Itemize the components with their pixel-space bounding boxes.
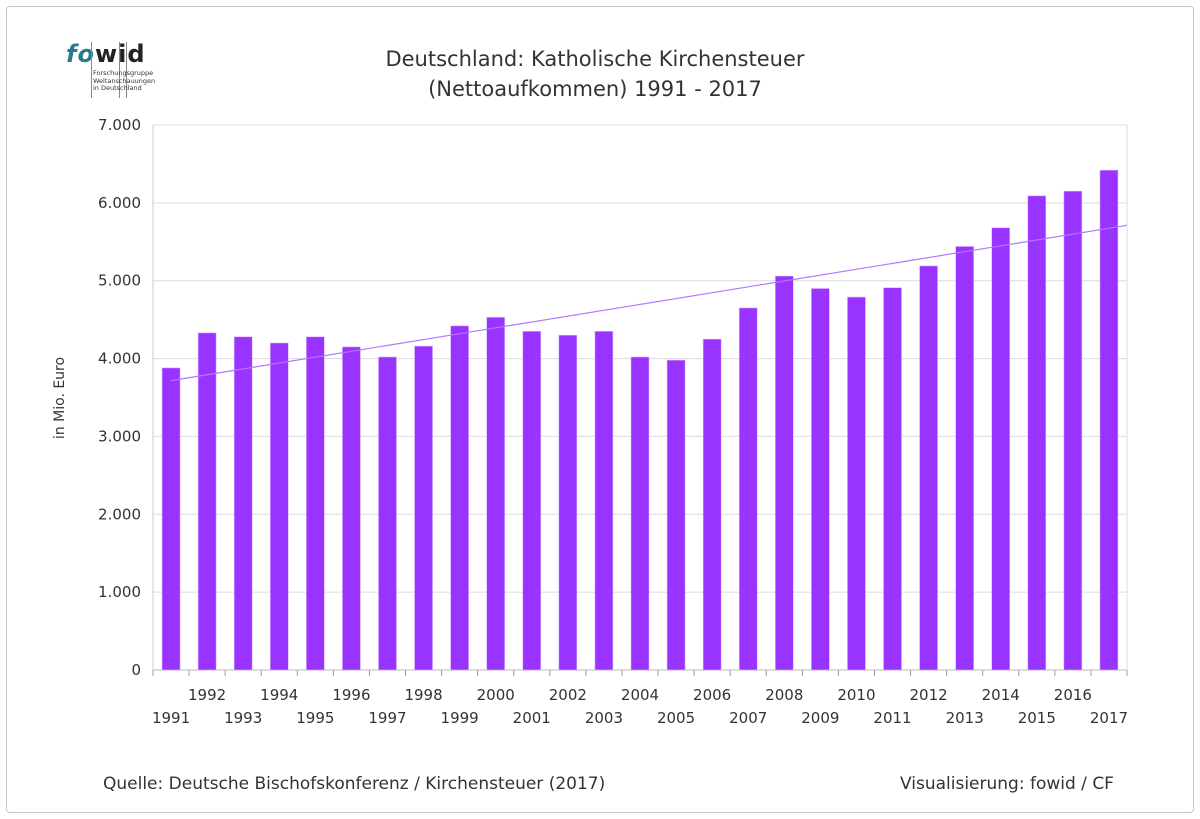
credit-note: Visualisierung: fowid / CF	[900, 774, 1114, 794]
bar-1997	[378, 356, 397, 671]
bar-2009	[811, 288, 830, 671]
bar-1994	[269, 342, 289, 671]
title-line-2: (Nettoaufkommen) 1991 - 2017	[428, 77, 762, 101]
x-tick-label: 1998	[404, 686, 442, 704]
y-axis-title: in Mio. Euro	[52, 357, 68, 439]
title-line-1: Deutschland: Katholische Kirchensteuer	[385, 47, 805, 71]
bar-2007	[738, 307, 758, 671]
bar-2017	[1099, 169, 1119, 671]
bar-2011	[883, 287, 902, 671]
bar-2016	[1063, 190, 1083, 671]
bar-2001	[522, 331, 542, 671]
bar-2005	[666, 359, 686, 671]
bar-2010	[847, 296, 866, 671]
x-tick-label: 2002	[549, 686, 587, 704]
bar-2006	[702, 338, 722, 671]
logo-subtitle: Forschungsgruppe Weltanschauungen in Deuts…	[93, 69, 156, 92]
bar-2000	[486, 317, 506, 671]
bar-2014	[991, 227, 1011, 671]
x-tick-label: 2011	[873, 709, 911, 727]
y-tick-label: 1.000	[98, 583, 141, 601]
x-tick-label: 2000	[477, 686, 515, 704]
x-tick-label: 2010	[837, 686, 875, 704]
fowid-logo: fowid Forschungsgruppe Weltanschauungen in…	[66, 40, 155, 98]
bar-2002	[558, 334, 578, 671]
bar-2012	[919, 265, 938, 671]
bar-1999	[450, 325, 469, 671]
bar-1992	[197, 332, 217, 671]
x-tick-label: 2016	[1054, 686, 1092, 704]
bar-2013	[955, 246, 974, 671]
chart-frame	[6, 6, 1194, 813]
x-tick-label: 2006	[693, 686, 731, 704]
bar-2004	[630, 356, 650, 671]
chart-title: Deutschland: Katholische Kirchensteuer (…	[300, 44, 890, 104]
x-tick-label: 2008	[765, 686, 803, 704]
y-tick-label: 5.000	[98, 272, 141, 290]
y-tick-label: 2.000	[98, 505, 141, 523]
x-tick-label: 2015	[1018, 709, 1056, 727]
y-tick-label: 3.000	[98, 427, 141, 445]
x-tick-label: 2009	[801, 709, 839, 727]
x-tick-label: 2007	[729, 709, 767, 727]
x-tick-label: 2003	[585, 709, 623, 727]
bar-1998	[414, 345, 433, 671]
x-tick-label: 1999	[441, 709, 479, 727]
x-tick-label: 1993	[224, 709, 262, 727]
y-tick-label: 7.000	[98, 116, 141, 134]
x-tick-label: 1995	[296, 709, 334, 727]
x-tick-label: 1991	[152, 709, 190, 727]
x-tick-label: 1997	[368, 709, 406, 727]
x-tick-label: 1992	[188, 686, 226, 704]
logo-fo: fo	[66, 40, 95, 68]
bar-1993	[233, 336, 253, 671]
trendline	[170, 224, 1128, 382]
bar-1995	[306, 336, 325, 671]
bar-2008	[774, 275, 794, 671]
x-tick-label: 2004	[621, 686, 659, 704]
x-tick-label: 2014	[982, 686, 1020, 704]
y-tick-label: 0	[131, 661, 141, 679]
x-tick-label: 1996	[332, 686, 370, 704]
source-note: Quelle: Deutsche Bischofskonferenz / Kir…	[103, 774, 606, 794]
bar-2015	[1027, 195, 1047, 671]
bar-1996	[342, 346, 361, 671]
bar-1991	[161, 367, 181, 671]
x-tick-label: 2001	[513, 709, 551, 727]
x-tick-label: 1994	[260, 686, 298, 704]
y-tick-label: 4.000	[98, 350, 141, 368]
x-tick-label: 2012	[909, 686, 947, 704]
bar-2003	[594, 331, 614, 671]
x-tick-label: 2005	[657, 709, 695, 727]
x-tick-label: 2013	[946, 709, 984, 727]
y-tick-label: 6.000	[98, 194, 141, 212]
x-tick-label: 2017	[1090, 709, 1128, 727]
